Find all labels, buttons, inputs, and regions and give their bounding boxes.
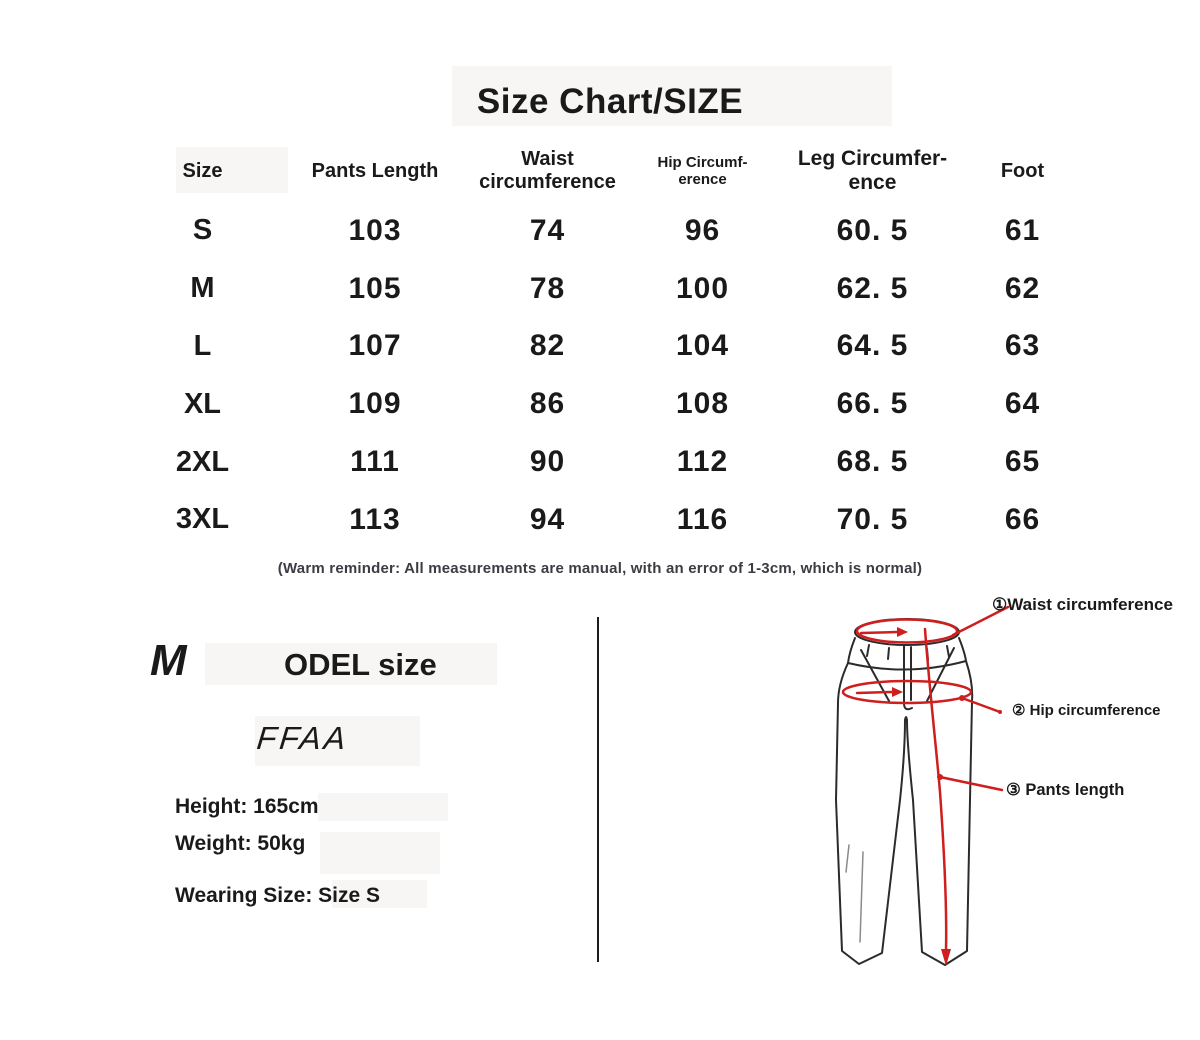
leg-crease <box>859 851 864 943</box>
pants-right-outline <box>906 660 974 966</box>
table-row: 3XL 113 94 116 70. 5 66 <box>125 491 1080 549</box>
measurement-cell: 86 <box>529 387 566 421</box>
measurement-cell: 107 <box>348 329 402 363</box>
measurement-cell: 70. 5 <box>836 502 909 536</box>
measurement-cell: 62. 5 <box>836 271 909 305</box>
waistband-outline <box>847 637 967 671</box>
measurement-disclaimer: (Warm reminder: All measurements are man… <box>277 560 923 577</box>
measurement-cell: 74 <box>529 213 566 247</box>
fly-seam <box>903 645 913 711</box>
measurement-cell: 109 <box>348 387 402 421</box>
measurement-cell: 78 <box>529 271 566 305</box>
measurement-cell: 104 <box>675 329 730 363</box>
column-header: Size <box>182 159 223 182</box>
hip-arrowhead <box>892 687 903 697</box>
model-heading-initial: M <box>150 636 187 685</box>
column-header: Hip Circumf- erence <box>657 153 748 188</box>
table-body: S 103 74 96 60. 5 61 M 105 78 100 62. 5 62 L 107 82 104… <box>125 202 1080 549</box>
measurement-cell: 94 <box>529 502 566 536</box>
size-cell: L <box>193 329 212 362</box>
measurement-cell: 116 <box>676 502 729 536</box>
background-smudge <box>176 147 288 193</box>
waist-arrow-line <box>859 630 899 635</box>
background-smudge <box>205 643 497 685</box>
measurement-cell: 112 <box>676 445 729 479</box>
background-smudge <box>452 66 892 126</box>
hip-measure-ellipse <box>841 679 973 705</box>
size-cell: M <box>190 272 215 305</box>
measurement-cell: 82 <box>529 329 566 363</box>
pants-length-label: ③ Pants length <box>1006 781 1125 799</box>
background-smudge <box>332 880 427 908</box>
pants-measurement-diagram <box>835 605 1010 966</box>
crotch-seam <box>904 716 908 721</box>
table-header-row: Size Pants Length Waist circumference Hip C… <box>125 140 1080 202</box>
waist-arrowhead <box>897 627 908 637</box>
size-table: Size Pants Length Waist circumference Hip C… <box>125 140 1080 549</box>
vertical-divider <box>597 617 599 962</box>
measurement-cell: 62 <box>1004 271 1041 305</box>
waist-circumference-label: ①Waist circumference <box>992 595 1173 614</box>
model-height: Height: 165cm <box>175 795 319 818</box>
hip-leader-dot <box>998 710 1002 714</box>
column-header: Foot <box>1000 159 1045 182</box>
measurement-cell: 68. 5 <box>836 445 909 479</box>
length-leader-dot <box>937 774 943 780</box>
table-row: S 103 74 96 60. 5 61 <box>125 202 1080 260</box>
hip-leader-dot <box>959 695 965 701</box>
length-leader-line <box>938 775 1004 792</box>
table-row: XL 109 86 108 66. 5 64 <box>125 375 1080 433</box>
hip-arrow-line <box>855 690 894 695</box>
background-smudge <box>318 793 448 821</box>
page-title: Size Chart/SIZE <box>476 82 744 121</box>
pants-left-outline <box>835 662 906 965</box>
size-cell: XL <box>183 387 222 420</box>
column-header: Leg Circumfer- ence <box>797 146 948 194</box>
background-smudge <box>255 716 420 766</box>
measurement-cell: 64. 5 <box>836 329 909 363</box>
measurement-cell: 65 <box>1004 445 1041 479</box>
model-signature: FFAA <box>255 720 351 756</box>
measurement-cell: 108 <box>675 387 730 421</box>
length-measure-line <box>923 627 948 952</box>
size-cell: 3XL <box>175 503 230 536</box>
model-heading: ODEL size <box>284 647 437 682</box>
waist-leader-line <box>951 605 1010 637</box>
measurement-cell: 64 <box>1004 387 1041 421</box>
model-wearing-size: Wearing Size: Size S <box>175 884 381 907</box>
table-row: M 105 78 100 62. 5 62 <box>125 260 1080 318</box>
measurement-cell: 111 <box>350 445 400 479</box>
waist-measure-ellipse <box>855 618 959 644</box>
measurement-cell: 61 <box>1004 213 1041 247</box>
measurement-cell: 105 <box>348 271 402 305</box>
belt-loops <box>866 644 950 661</box>
measurement-cell: 66. 5 <box>836 387 909 421</box>
size-cell: 2XL <box>175 445 230 478</box>
model-weight: Weight: 50kg <box>175 832 306 855</box>
hip-circumference-label: ② Hip circumference <box>1012 702 1161 719</box>
length-arrowhead <box>941 949 951 966</box>
leg-crease <box>845 844 850 873</box>
size-cell: S <box>192 214 213 247</box>
measurement-cell: 90 <box>529 445 566 479</box>
measurement-cell: 66 <box>1004 502 1041 536</box>
measurement-cell: 103 <box>348 213 402 247</box>
measurement-cell: 113 <box>349 502 401 536</box>
background-smudge <box>320 832 440 874</box>
table-row: 2XL 111 90 112 68. 5 65 <box>125 433 1080 491</box>
measurement-cell: 96 <box>684 213 721 247</box>
table-row: L 107 82 104 64. 5 63 <box>125 318 1080 376</box>
column-header: Pants Length <box>311 159 439 182</box>
measurement-cell: 100 <box>675 271 730 305</box>
measurement-cell: 63 <box>1004 329 1041 363</box>
measurement-cell: 60. 5 <box>836 213 909 247</box>
hip-leader-line <box>960 696 1002 714</box>
column-header: Waist circumference <box>479 148 616 193</box>
